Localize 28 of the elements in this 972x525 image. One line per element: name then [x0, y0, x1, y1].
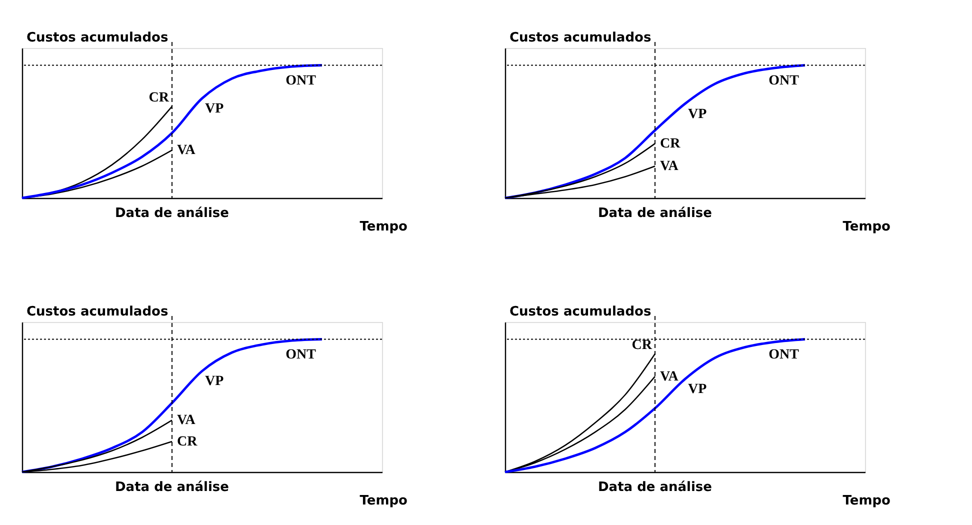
x-axis-title: Tempo	[842, 494, 891, 508]
y-axis-title: Custos acumulados	[510, 304, 652, 320]
ref-line-label: ONT	[768, 73, 800, 88]
series-label: VP	[205, 101, 224, 116]
x-axis-title: Tempo	[360, 220, 408, 234]
y-axis-title: Custos acumulados	[26, 30, 168, 46]
series-label: VP	[205, 374, 224, 390]
series-label: VA	[660, 159, 680, 174]
y-axis-title: Custos acumulados	[26, 304, 168, 320]
text: Data de análise	[115, 206, 229, 221]
series-label: VA	[177, 413, 196, 428]
ref-line-label: ONT	[286, 73, 317, 88]
series-label: VP	[688, 106, 708, 122]
ref-line-label: ONT	[768, 347, 800, 362]
series-label: CR	[660, 136, 682, 152]
x-axis-title: Tempo	[360, 494, 408, 508]
text: Data de análise	[115, 480, 229, 495]
text: Data de análise	[598, 480, 712, 495]
text: Data de análise	[598, 206, 712, 221]
series-label: CR	[177, 434, 198, 450]
series-label: VA	[177, 143, 196, 158]
series-label: VA	[660, 369, 680, 384]
series-label: CR	[632, 338, 653, 353]
ref-line-label: ONT	[286, 347, 317, 362]
y-axis-title: Custos acumulados	[510, 30, 652, 46]
x-axis-title: Tempo	[842, 220, 891, 234]
series-label: VP	[688, 382, 708, 398]
series-label: CR	[148, 90, 170, 106]
